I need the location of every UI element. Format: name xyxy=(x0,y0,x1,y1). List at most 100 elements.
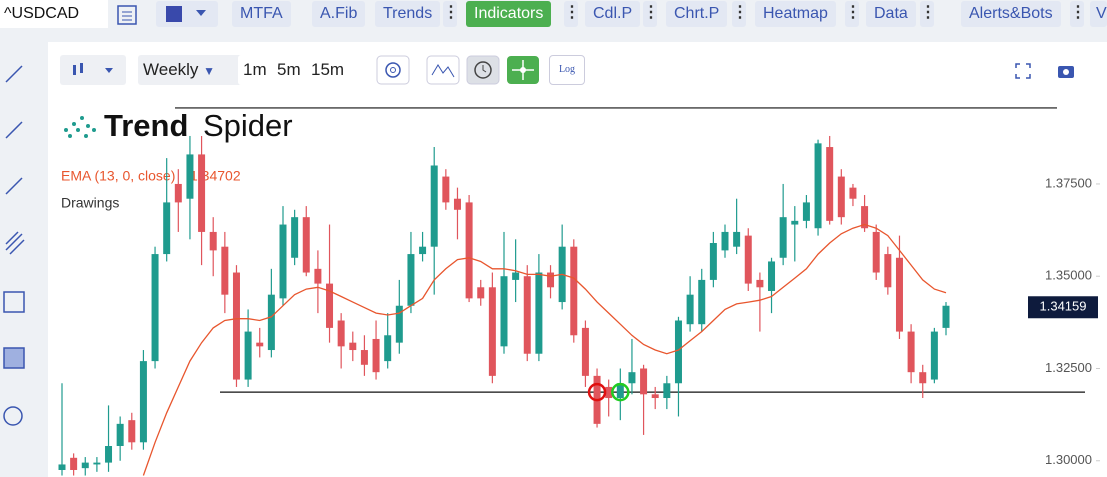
interval: Weekly xyxy=(143,60,199,79)
chart-type-button[interactable] xyxy=(60,55,126,85)
candle-body xyxy=(372,338,380,373)
color-swatch xyxy=(166,6,182,22)
candle xyxy=(349,331,357,362)
candle xyxy=(93,457,101,472)
candle-body xyxy=(209,231,217,251)
time-button[interactable] xyxy=(466,55,502,85)
candle-body xyxy=(337,320,345,347)
candle-body xyxy=(849,187,857,199)
candle xyxy=(779,183,787,266)
candle xyxy=(453,187,461,240)
menu-dots[interactable]: ⋮ xyxy=(732,1,748,27)
candle xyxy=(256,327,264,358)
candle xyxy=(593,368,601,428)
candle xyxy=(500,231,508,354)
candle-body xyxy=(488,287,496,376)
candle-body xyxy=(419,246,427,255)
toolbar-button[interactable]: A.Fib xyxy=(312,1,366,27)
candle xyxy=(58,383,66,476)
candle xyxy=(535,254,543,362)
timeframe-button[interactable]: 5m xyxy=(272,55,306,85)
settings-button[interactable] xyxy=(376,55,412,85)
color-picker[interactable] xyxy=(156,1,218,27)
symbol-box[interactable]: ^USDCAD xyxy=(0,0,108,28)
log-button[interactable]: Log xyxy=(549,55,585,85)
candle-body xyxy=(407,254,415,306)
candle-body xyxy=(500,276,508,347)
crosshair-button[interactable] xyxy=(506,55,542,85)
candle xyxy=(105,405,113,472)
candle-body xyxy=(802,202,810,221)
toolbar-button[interactable]: V xyxy=(1090,1,1107,27)
candle-body xyxy=(907,331,915,373)
menu-dots[interactable]: ⋮ xyxy=(1070,1,1086,27)
fib-tool[interactable] xyxy=(5,177,23,195)
candle-body xyxy=(919,372,927,384)
toolbar-button[interactable]: Heatmap xyxy=(755,1,836,27)
candle-body xyxy=(442,176,450,203)
candle xyxy=(756,272,764,332)
touch-marker xyxy=(611,382,630,402)
interval-select[interactable]: Weekly ▼ xyxy=(138,55,244,85)
symbol: ^USDCAD xyxy=(4,5,80,22)
candle xyxy=(279,206,287,306)
candle xyxy=(849,183,857,207)
menu-dots[interactable]: ⋮ xyxy=(845,1,861,27)
timeframe-button[interactable]: 15m xyxy=(306,55,350,85)
channel-tool[interactable] xyxy=(5,233,23,251)
candle xyxy=(139,350,147,450)
candle xyxy=(674,316,682,417)
rectangle-tool[interactable] xyxy=(3,291,25,313)
timeframe-button[interactable]: 1m xyxy=(238,55,272,85)
toolbar-button[interactable]: Indicators xyxy=(466,1,552,27)
candle-body xyxy=(256,342,264,347)
toolbar-button[interactable]: Data xyxy=(866,1,916,27)
fullscreen-button[interactable] xyxy=(1015,63,1031,79)
candle xyxy=(326,224,334,343)
list-icon[interactable] xyxy=(114,2,140,26)
toolbar-button[interactable]: Chrt.P xyxy=(666,1,728,27)
candle-body xyxy=(895,257,903,332)
trendline-tool[interactable] xyxy=(5,65,23,83)
candle-body xyxy=(930,331,938,380)
candle xyxy=(407,231,415,314)
toolbar-button[interactable]: Trends xyxy=(375,1,441,27)
candle xyxy=(291,209,299,266)
candle xyxy=(128,412,136,450)
candle-body xyxy=(837,176,845,218)
candle-body xyxy=(360,350,368,365)
candle-body xyxy=(640,368,648,395)
menu-dots[interactable]: ⋮ xyxy=(564,1,580,27)
candle xyxy=(942,302,950,336)
candle-body xyxy=(547,272,555,288)
cycle-tool[interactable] xyxy=(3,406,23,426)
toolbar-button[interactable]: Cdl.P xyxy=(585,1,641,27)
menu-dots[interactable]: ⋮ xyxy=(443,1,459,27)
candle xyxy=(791,206,799,262)
candle xyxy=(930,327,938,384)
candle-body xyxy=(349,342,357,351)
toolbar-button[interactable]: MTFA xyxy=(232,1,291,27)
compare-button[interactable] xyxy=(426,55,462,85)
touch-marker xyxy=(587,382,607,402)
menu-dots[interactable]: ⋮ xyxy=(643,1,659,27)
candle-body xyxy=(570,246,578,336)
candle xyxy=(221,231,229,314)
toolbar-button[interactable]: Alerts&Bots xyxy=(961,1,1061,27)
candle-body xyxy=(872,231,880,273)
candle-body xyxy=(163,202,171,255)
candle xyxy=(81,457,89,476)
logo: Trend Spider xyxy=(64,108,293,143)
candle xyxy=(442,169,450,210)
menu-dots[interactable]: ⋮ xyxy=(920,1,936,27)
ray-tool[interactable] xyxy=(5,121,23,139)
ema-line xyxy=(142,223,947,476)
candle xyxy=(570,239,578,343)
candle-body xyxy=(232,272,240,380)
candle-body xyxy=(244,331,252,380)
candle-body xyxy=(628,372,636,384)
candle xyxy=(198,135,206,266)
logo-bold: Trend xyxy=(104,108,188,143)
zone-tool[interactable] xyxy=(3,347,25,369)
